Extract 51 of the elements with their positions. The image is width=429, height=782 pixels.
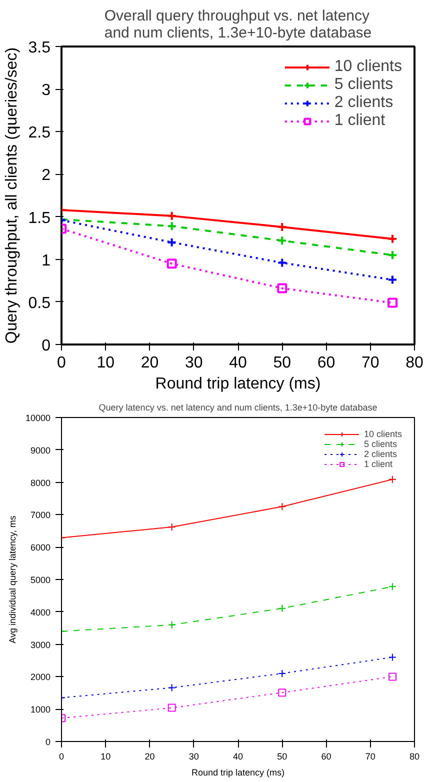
x-tick-label: 0	[57, 354, 66, 372]
y-tick-label: 2000	[30, 672, 51, 682]
y-axis-title: Avg individual query latency, ms	[7, 515, 18, 644]
legend-label: 2 clients	[334, 94, 394, 112]
x-tick-label: 80	[406, 354, 424, 372]
y-tick-label: 6000	[30, 542, 51, 553]
x-tick-label: 20	[144, 752, 155, 762]
x-tick-label: 50	[273, 354, 292, 372]
y-tick-label: 2.5	[28, 124, 51, 142]
y-tick-label: 5000	[30, 575, 51, 585]
legend-label: 10 clients	[364, 429, 402, 439]
y-tick-label: 0.5	[28, 294, 51, 312]
y-tick-label: 1000	[30, 704, 51, 715]
y-tick-label: 3	[42, 82, 51, 100]
chart-title: Query latency vs. net latency and num clients, 1.3e+10-byte database	[98, 402, 378, 412]
x-tick-label: 40	[229, 354, 247, 372]
y-tick-label: 3000	[30, 640, 51, 650]
y-tick-label: 1.5	[28, 210, 51, 227]
legend-label: 1 client	[364, 459, 392, 469]
legend-label: 2 clients	[364, 449, 397, 459]
x-tick-label: 30	[184, 354, 203, 372]
y-tick-label: 8000	[30, 478, 51, 488]
legend-label: 10 clients	[334, 58, 402, 76]
x-tick-label: 60	[321, 752, 332, 762]
x-tick-label: 40	[232, 752, 244, 762]
legend-label: 1 client	[334, 112, 386, 130]
x-tick-label: 10	[100, 752, 111, 762]
y-tick-label: 2	[42, 167, 51, 184]
x-tick-label: 30	[188, 752, 199, 762]
y-tick-label: 0	[45, 737, 51, 747]
legend-label: 5 clients	[334, 76, 394, 94]
x-tick-label: 60	[317, 354, 336, 372]
y-tick-label: 1	[42, 252, 51, 270]
x-tick-label: 70	[361, 354, 380, 372]
y-tick-label: 4000	[30, 607, 51, 618]
y-tick-label: 0	[42, 338, 51, 354]
y-axis-title: Query throughput, all clients (queries/sec)	[3, 47, 20, 344]
y-tick-label: 7000	[30, 510, 51, 520]
x-tick-label: 20	[140, 354, 159, 372]
x-tick-label: 0	[58, 752, 64, 762]
y-tick-label: 9000	[30, 445, 51, 456]
x-tick-label: 70	[365, 752, 376, 762]
x-tick-label: 10	[96, 354, 115, 372]
x-axis-title: Round trip latency (ms)	[191, 768, 285, 778]
legend-label: 5 clients	[364, 439, 397, 449]
x-tick-label: 50	[277, 752, 288, 762]
y-tick-label: 3.5	[28, 40, 51, 56]
x-axis-title: Round trip latency (ms)	[155, 376, 321, 392]
y-tick-label: 10000	[25, 413, 51, 423]
chart-title: Overall query throughput vs. net latency and num clients, 1.3e+10-byte database	[104, 8, 372, 42]
x-tick-label: 80	[409, 752, 420, 762]
